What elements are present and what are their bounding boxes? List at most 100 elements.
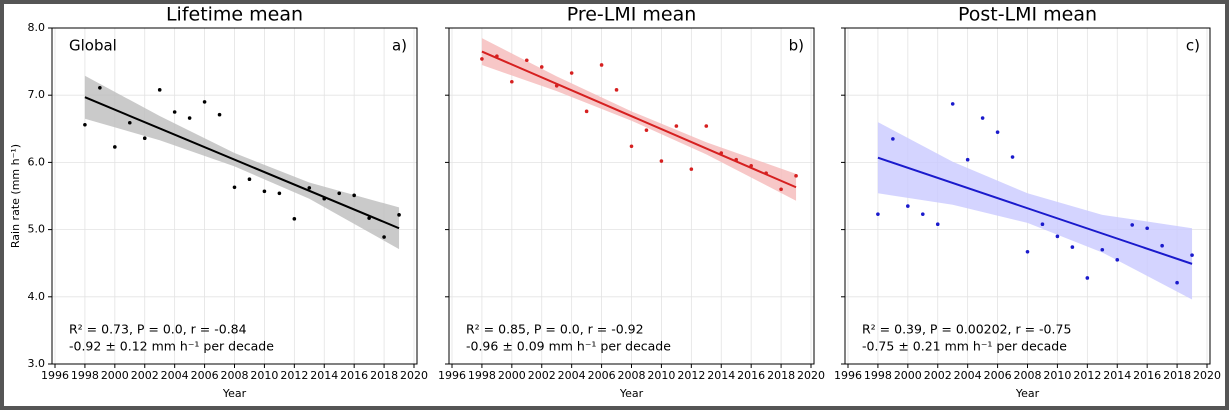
panel-label: b) bbox=[789, 37, 804, 55]
y-tick-label: 7.0 bbox=[28, 88, 46, 101]
x-tick-label: 2004 bbox=[161, 369, 189, 382]
x-tick-label: 1998 bbox=[71, 369, 99, 382]
x-tick-label: 2002 bbox=[528, 369, 556, 382]
data-point bbox=[157, 88, 162, 92]
data-point bbox=[217, 112, 222, 117]
x-tick-label: 2018 bbox=[370, 369, 398, 382]
x-tick-label: 2010 bbox=[1043, 369, 1071, 382]
data-point bbox=[113, 145, 117, 149]
data-point bbox=[142, 136, 147, 141]
data-point bbox=[906, 204, 910, 208]
x-tick-label: 2018 bbox=[767, 369, 795, 382]
axes-frame bbox=[51, 27, 418, 365]
data-point bbox=[1010, 155, 1015, 159]
x-tick-label: 2014 bbox=[1103, 369, 1131, 382]
region-label: Global bbox=[69, 37, 117, 55]
panel: 1996 1998 2000 2002 2004 2006 2008 2010 2012 2014… bbox=[438, 4, 825, 400]
data-point bbox=[1190, 253, 1194, 257]
data-point bbox=[337, 191, 342, 196]
x-tick-label: 1996 bbox=[41, 369, 69, 382]
data-point bbox=[749, 163, 753, 168]
x-tick-label: 2008 bbox=[618, 369, 646, 382]
stats-annotation: -0.75 ± 0.21 mm h⁻¹ per decade bbox=[862, 339, 1067, 354]
data-point bbox=[127, 120, 132, 125]
y-axis-label: Rain rate (mm h⁻¹) bbox=[9, 144, 22, 248]
data-point bbox=[292, 217, 297, 221]
data-point bbox=[1100, 247, 1105, 252]
data-point bbox=[891, 137, 895, 141]
data-point bbox=[599, 63, 604, 67]
axes-frame bbox=[448, 27, 815, 365]
data-point bbox=[277, 191, 282, 196]
x-tick-label: 2020 bbox=[797, 369, 825, 382]
data-point bbox=[1160, 243, 1164, 248]
data-point bbox=[1025, 249, 1030, 254]
stats-annotation: R² = 0.85, P = 0.0, r = -0.92 bbox=[466, 322, 644, 337]
x-axis-label: Year bbox=[619, 387, 644, 400]
x-tick-label: 2010 bbox=[647, 369, 675, 382]
data-point bbox=[995, 130, 1000, 134]
panel-title: Post-LMI mean bbox=[958, 4, 1097, 26]
data-point bbox=[262, 189, 267, 194]
x-tick-label: 2016 bbox=[1133, 369, 1161, 382]
data-point bbox=[510, 79, 514, 84]
panel-title: Pre-LMI mean bbox=[567, 4, 697, 26]
panel-title: Lifetime mean bbox=[166, 4, 303, 26]
x-tick-label: 1996 bbox=[834, 369, 862, 382]
data-point bbox=[98, 86, 102, 90]
data-point bbox=[539, 65, 544, 69]
data-point bbox=[1040, 222, 1045, 227]
data-point bbox=[704, 124, 709, 128]
x-tick-label: 2004 bbox=[954, 369, 982, 382]
data-point bbox=[794, 174, 798, 178]
x-axis-label: Year bbox=[1015, 387, 1040, 400]
data-point bbox=[920, 212, 925, 216]
panel-label: a) bbox=[392, 37, 407, 55]
data-point bbox=[764, 171, 768, 175]
data-point bbox=[1115, 258, 1120, 262]
data-point bbox=[382, 235, 386, 239]
data-point bbox=[950, 102, 955, 106]
x-tick-label: 2016 bbox=[340, 369, 368, 382]
data-point bbox=[352, 193, 356, 198]
data-point bbox=[495, 54, 499, 59]
x-tick-label: 2002 bbox=[924, 369, 952, 382]
x-tick-label: 2000 bbox=[498, 369, 526, 382]
data-point bbox=[554, 83, 559, 88]
data-point bbox=[1070, 245, 1075, 249]
x-tick-label: 2020 bbox=[1193, 369, 1221, 382]
data-point bbox=[172, 110, 177, 114]
data-point bbox=[644, 128, 649, 132]
data-point bbox=[1055, 234, 1060, 239]
x-tick-label: 1998 bbox=[468, 369, 496, 382]
data-point bbox=[584, 109, 589, 114]
fit-line bbox=[481, 50, 797, 189]
x-tick-label: 2006 bbox=[984, 369, 1012, 382]
x-tick-label: 2020 bbox=[400, 369, 428, 382]
x-axis-label: Year bbox=[222, 387, 247, 400]
x-tick-label: 2014 bbox=[707, 369, 735, 382]
x-tick-label: 2008 bbox=[1014, 369, 1042, 382]
x-tick-label: 2012 bbox=[677, 369, 705, 382]
data-point bbox=[1145, 226, 1149, 231]
data-point bbox=[1175, 280, 1179, 285]
data-point bbox=[674, 124, 679, 128]
data-point bbox=[187, 116, 192, 120]
data-point bbox=[232, 185, 237, 190]
panel-label: c) bbox=[1186, 37, 1200, 55]
data-point bbox=[719, 151, 724, 155]
x-tick-label: 1998 bbox=[864, 369, 892, 382]
data-point bbox=[569, 71, 574, 75]
fit-line bbox=[877, 156, 1193, 265]
x-tick-label: 2016 bbox=[737, 369, 765, 382]
panel: 1996 1998 2000 2002 2004 2006 2008 2010 2012 2014… bbox=[834, 4, 1221, 400]
data-point bbox=[307, 186, 312, 190]
y-tick-label: 8.0 bbox=[28, 21, 46, 34]
fit-line bbox=[84, 96, 400, 230]
axes-frame bbox=[844, 27, 1211, 365]
x-tick-label: 2004 bbox=[558, 369, 586, 382]
x-tick-label: 2000 bbox=[101, 369, 129, 382]
data-point bbox=[965, 157, 970, 162]
